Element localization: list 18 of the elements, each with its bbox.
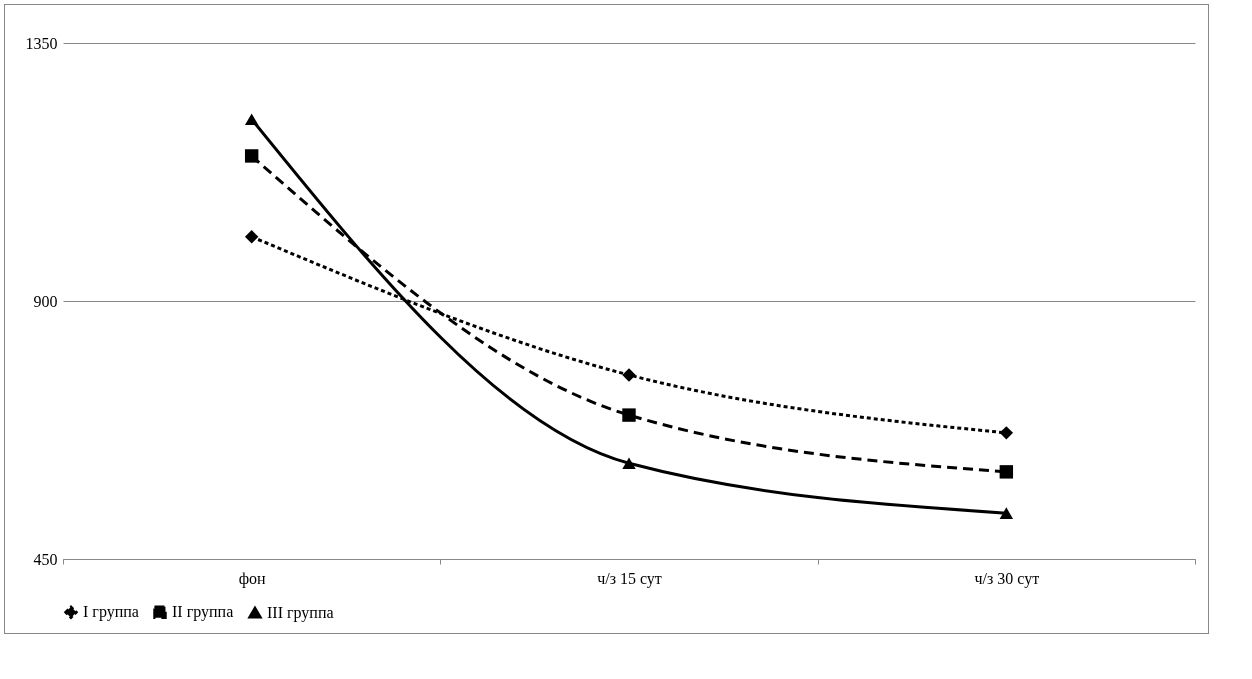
point [244, 113, 259, 126]
point [999, 465, 1014, 479]
legend-label: I группа [83, 603, 139, 622]
legend-label: II группа [172, 603, 234, 622]
point [244, 230, 259, 244]
y-tick-label: 900 [33, 292, 58, 310]
x-tick-label: ч/з 15 сут [597, 569, 662, 588]
point [244, 149, 259, 163]
point [622, 457, 636, 470]
point [622, 368, 636, 382]
y-tick-label: 1350 [25, 34, 58, 52]
y-tick-label: 450 [33, 550, 58, 568]
legend-label: III группа [267, 603, 334, 622]
point [999, 507, 1014, 519]
point [622, 408, 636, 422]
point [999, 426, 1014, 440]
x-tick-label: фон [238, 569, 267, 588]
x-tick-label: ч/з 30 сут [974, 569, 1040, 588]
